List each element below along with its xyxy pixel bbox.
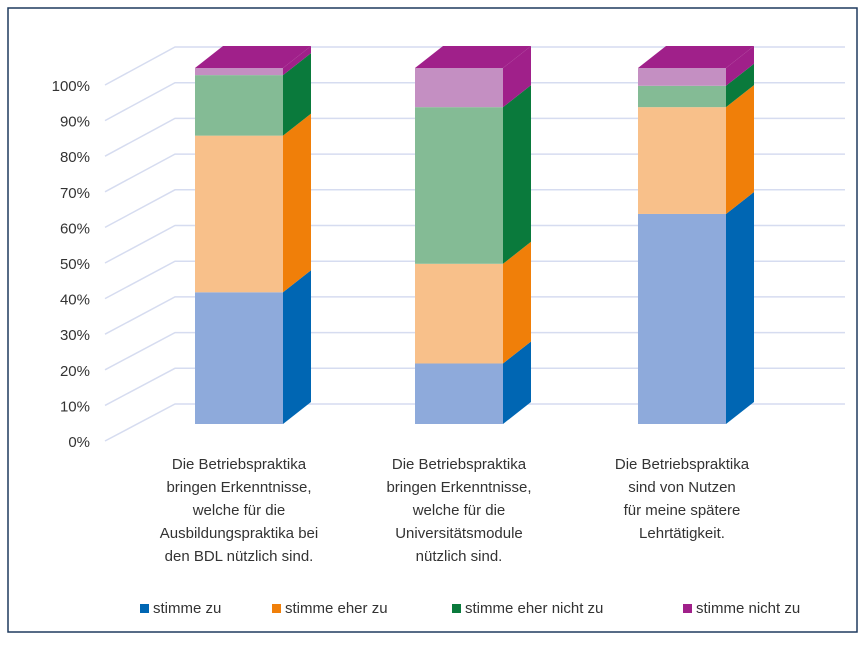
grid-line	[104, 224, 845, 264]
bar-segment	[638, 68, 726, 86]
x-tick-label: Die Betriebspraktika bringen Erkenntnisse…	[160, 456, 318, 565]
bar-side	[503, 241, 531, 364]
bar-segment	[638, 213, 726, 424]
grid-line	[104, 81, 845, 122]
bar-segment	[638, 85, 726, 108]
y-tick-label: 0%	[68, 434, 90, 451]
bar-side	[283, 113, 311, 293]
bar-side	[726, 63, 754, 108]
bar-top	[195, 46, 311, 68]
y-tick-label: 30%	[60, 327, 90, 344]
grid-line	[104, 117, 845, 157]
y-tick-label: 50%	[60, 256, 90, 273]
bar-segment	[195, 75, 283, 136]
bar-side	[503, 85, 531, 264]
x-tick-label: Die Betriebspraktika sind von Nutzen für m…	[615, 456, 750, 542]
bar-side	[503, 46, 531, 108]
y-tick-label: 100%	[52, 78, 90, 95]
bar-side	[283, 46, 311, 76]
bar-segment	[415, 263, 503, 364]
bar-side	[283, 53, 311, 136]
bar-side	[726, 191, 754, 424]
bar-segment	[195, 292, 283, 424]
y-tick-label: 40%	[60, 292, 90, 309]
bar-segment	[195, 68, 283, 76]
y-tick-label: 90%	[60, 114, 90, 131]
y-tick-label: 70%	[60, 185, 90, 202]
bar-segment	[415, 107, 503, 264]
bar-side	[503, 341, 531, 424]
y-tick-label: 20%	[60, 363, 90, 380]
y-tick-label: 10%	[60, 398, 90, 415]
bar-segment	[638, 107, 726, 214]
grid-line	[104, 331, 845, 371]
bar-segment	[415, 363, 503, 424]
y-tick-label: 80%	[60, 149, 90, 166]
legend-swatch	[272, 604, 281, 613]
legend-label: stimme eher zu	[285, 600, 388, 617]
bar-side	[283, 270, 311, 424]
legend-swatch	[140, 604, 149, 613]
grid-line	[104, 296, 845, 335]
grid-line	[104, 46, 845, 86]
y-tick-label: 60%	[60, 220, 90, 237]
bar-top	[415, 46, 531, 68]
bar-segment	[195, 135, 283, 293]
legend-label: stimme zu	[153, 600, 221, 617]
bar-segment	[415, 68, 503, 108]
grid-line	[104, 189, 845, 229]
bar-side	[726, 85, 754, 214]
bar-side	[726, 46, 754, 86]
grid-line	[104, 153, 845, 193]
legend-label: stimme nicht zu	[696, 600, 800, 617]
grid-line	[104, 367, 845, 407]
bar-top	[638, 46, 754, 68]
legend-swatch	[452, 604, 461, 613]
grid-line	[104, 260, 845, 300]
legend-label: stimme eher nicht zu	[465, 600, 603, 617]
grid-line	[104, 403, 845, 442]
x-tick-label: Die Betriebspraktika bringen Erkenntnisse…	[386, 456, 531, 565]
legend-swatch	[683, 604, 692, 613]
